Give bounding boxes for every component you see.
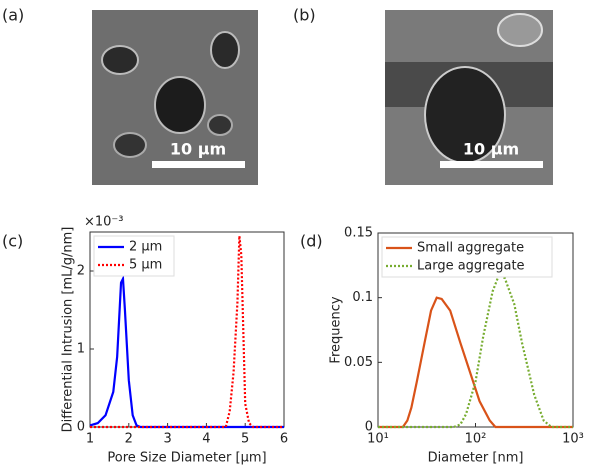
x-tick-label: 1	[86, 432, 94, 447]
x-tick-label: 10³	[562, 432, 584, 447]
legend-box	[93, 235, 175, 277]
x-tick-label: 5	[241, 432, 249, 447]
y-tick-label: 1	[77, 342, 85, 357]
scale-bar-label: 10 μm	[463, 140, 519, 159]
scale-bar-label: 10 μm	[170, 140, 226, 159]
y-multiplier: ×10⁻³	[84, 215, 124, 230]
y-tick-label: 0	[365, 420, 373, 435]
y-tick-label: 0.1	[352, 290, 373, 305]
legend-label: 5 μm	[129, 258, 162, 273]
x-tick-label: 3	[163, 432, 171, 447]
x-tick-label: 4	[202, 432, 210, 447]
panel-label: (c)	[2, 232, 23, 251]
y-tick-label: 0.05	[344, 355, 373, 370]
x-tick-label: 10¹	[367, 432, 389, 447]
x-tick-label: 2	[125, 432, 133, 447]
legend-label: Small aggregate	[417, 241, 524, 256]
sem-image-a: 10 μm	[92, 10, 258, 185]
data-line	[90, 235, 284, 429]
x-tick-label: 6	[280, 432, 288, 447]
y-axis-label: Frequency	[329, 296, 344, 363]
y-tick-label: 0	[77, 420, 85, 435]
panel-label: (b)	[293, 6, 316, 25]
x-axis-label: Pore Size Diameter [μm]	[107, 451, 266, 466]
data-line	[89, 274, 284, 429]
y-axis-label: Differential Intrusion [mL/g/nm]	[61, 227, 76, 433]
data-line	[378, 272, 573, 429]
legend-label: Large aggregate	[417, 259, 525, 274]
x-axis-label: Diameter [nm]	[428, 451, 524, 466]
legend-box	[381, 236, 553, 278]
panel-label: (a)	[2, 6, 24, 25]
panel-label: (d)	[300, 232, 323, 251]
data-line	[378, 296, 573, 429]
y-tick-label: 0.15	[344, 226, 373, 241]
sem-image-b: 10 μm	[385, 10, 553, 185]
legend-label: 2 μm	[129, 240, 162, 255]
x-tick-label: 10²	[465, 432, 487, 447]
y-tick-label: 2	[77, 264, 85, 279]
